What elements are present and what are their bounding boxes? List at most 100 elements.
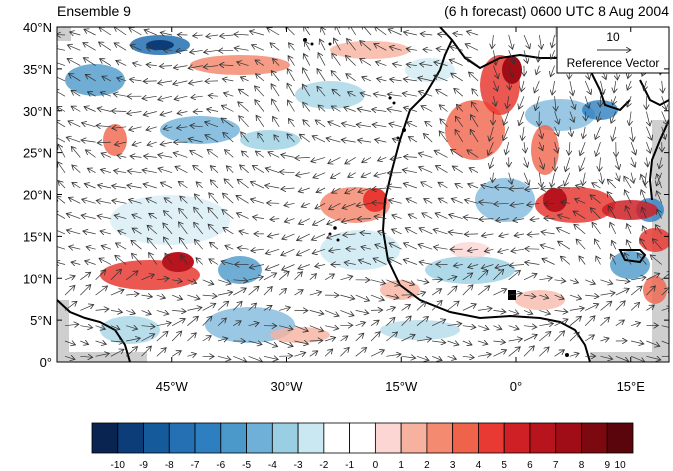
wind-vector <box>208 208 219 219</box>
wind-vector <box>372 109 387 111</box>
wind-vector <box>67 45 81 51</box>
wind-vector <box>508 339 523 341</box>
wind-vector <box>656 225 662 235</box>
wind-vector <box>525 188 540 190</box>
wind-vector <box>573 211 586 219</box>
wind-vector <box>141 295 153 297</box>
ensemble-title: Ensemble 9 <box>57 3 131 19</box>
wind-vector <box>303 68 311 82</box>
lat-tick-label: 5°N <box>30 313 52 328</box>
wind-vector <box>80 285 91 296</box>
wind-vector <box>311 233 326 240</box>
colorbar-swatch <box>478 422 505 454</box>
colorbar-label: -3 <box>294 460 303 471</box>
wind-vector <box>539 295 548 298</box>
wind-vector <box>448 232 463 234</box>
wind-vector <box>590 208 601 219</box>
wind-vector <box>521 80 524 92</box>
wind-vector <box>418 244 433 250</box>
wind-vector <box>375 139 387 142</box>
wind-vector <box>542 259 555 265</box>
wind-vector <box>627 96 631 107</box>
wind-vector <box>263 287 272 296</box>
wind-vector <box>564 172 571 186</box>
wind-vector <box>281 188 295 189</box>
wind-vector <box>171 294 182 299</box>
wind-vector <box>100 59 112 66</box>
colorbar-swatch <box>323 422 351 454</box>
wind-vector <box>387 94 402 96</box>
wind-vector <box>179 208 188 219</box>
wind-vector <box>238 102 249 112</box>
wind-vector <box>57 62 66 66</box>
wind-vector <box>336 27 341 36</box>
wind-vector <box>82 123 96 128</box>
wind-vector <box>110 349 124 357</box>
wind-vector <box>421 182 433 189</box>
wind-vector <box>641 190 647 204</box>
wind-vector <box>611 254 617 265</box>
reference-vector-magnitude: 10 <box>606 30 620 44</box>
wind-vector <box>172 280 182 282</box>
wind-vector <box>374 173 387 176</box>
wind-vector <box>422 213 433 219</box>
wind-vector <box>343 234 356 235</box>
wind-vector <box>325 326 339 329</box>
wind-vector <box>279 307 290 310</box>
wind-vector <box>129 200 142 204</box>
wind-vector <box>539 310 550 314</box>
wind-vector <box>585 335 594 342</box>
lat-tick-label: 15°N <box>23 229 52 244</box>
wind-vector <box>615 280 630 282</box>
wind-vector <box>406 64 417 65</box>
wind-vector <box>190 151 203 158</box>
colorbar-label: -9 <box>139 460 148 471</box>
wind-vector <box>432 319 446 327</box>
wind-vector <box>506 142 509 155</box>
wind-vector <box>600 301 612 311</box>
wind-vector <box>331 71 341 82</box>
wind-vector <box>374 216 387 218</box>
wind-vector <box>523 172 529 186</box>
wind-vector <box>386 332 397 342</box>
wind-vector <box>160 142 173 145</box>
wind-vector <box>357 109 372 112</box>
wind-vector <box>202 303 216 311</box>
wind-vector <box>657 191 663 204</box>
wind-vector <box>309 310 324 314</box>
wind-vector <box>298 218 310 225</box>
wind-vector <box>69 74 81 82</box>
wind-vector <box>507 96 509 108</box>
wind-vector <box>538 50 539 62</box>
wind-vector <box>661 288 669 296</box>
wind-vector <box>114 27 127 36</box>
wind-vector <box>248 303 257 311</box>
wind-vector <box>357 219 372 220</box>
wind-vector <box>255 86 265 97</box>
wind-vector <box>309 341 323 342</box>
wind-vector <box>341 219 356 223</box>
wind-vector <box>362 77 372 81</box>
wind-vector <box>164 237 173 250</box>
wind-vector <box>248 277 264 280</box>
wind-vector <box>514 234 525 236</box>
wind-vector <box>144 30 157 36</box>
wind-vector <box>219 65 234 66</box>
wind-vector <box>340 325 352 326</box>
wind-vector <box>233 301 242 311</box>
wind-vector <box>630 355 645 362</box>
wind-vector <box>662 80 663 93</box>
wind-vector <box>132 142 142 145</box>
wind-vector <box>248 341 262 345</box>
wind-vector <box>194 222 203 235</box>
wind-vector <box>508 347 521 357</box>
wind-vector <box>225 150 234 158</box>
wind-vector <box>646 157 647 166</box>
wind-vector <box>187 307 202 310</box>
wind-vector <box>279 340 293 347</box>
wind-vector <box>208 224 219 235</box>
wind-vector <box>355 294 370 301</box>
wind-vector <box>570 111 574 123</box>
wind-vector <box>222 79 234 81</box>
wind-vector <box>141 334 155 342</box>
